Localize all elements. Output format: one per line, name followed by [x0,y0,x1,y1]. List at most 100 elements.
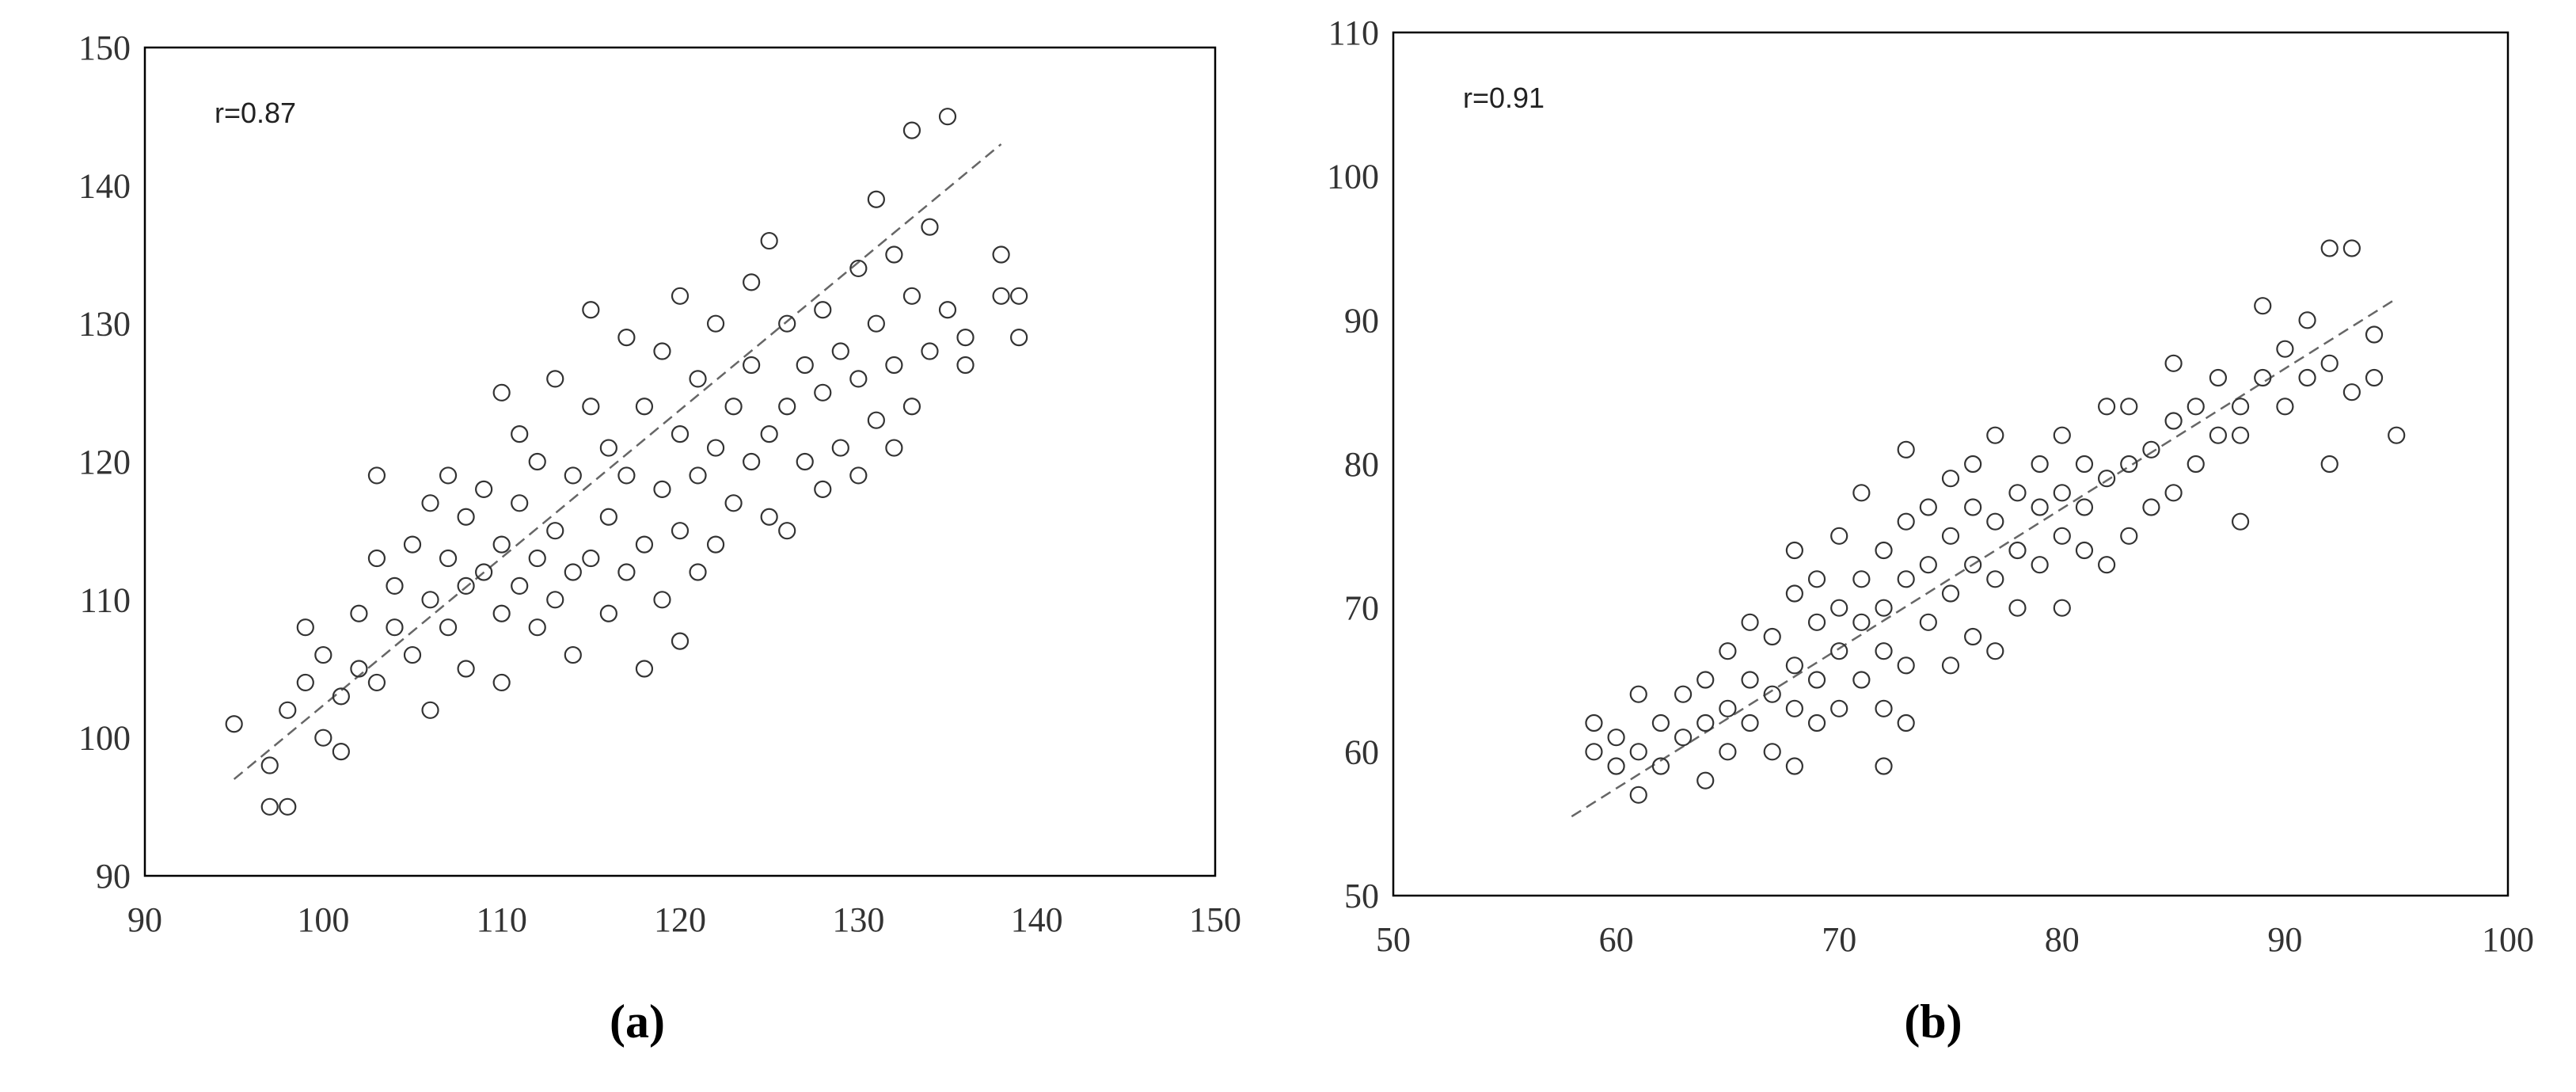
scatter-point [2031,556,2049,574]
chart: 90 100 110 120 130 140 150 90 100 110 120 130 140 150… [78,29,1241,1048]
scatter-point [528,452,546,471]
y-tick-label: 120 [78,443,131,481]
scatter-point [2276,340,2294,358]
scatter-point [796,452,814,471]
trend-line [1571,298,2397,818]
scatter-point [1964,455,1982,474]
scatter-point [2008,541,2027,560]
scatter-point [2053,599,2071,617]
scatter-point [2142,498,2160,516]
scatter-point [1807,613,1826,631]
scatter-point [403,645,422,664]
scatter-point [421,701,439,719]
scatter-point [582,398,600,416]
scatter-point [689,563,707,581]
scatter-point [671,425,690,443]
scatter-point [956,329,975,347]
scatter-point [1919,556,1937,574]
scatter-point [1830,699,1848,717]
scatter-point [279,797,297,816]
scatter-point [492,673,511,692]
y-tick-label: 110 [80,580,131,619]
scatter-point [1941,470,1960,488]
scatter-point [2142,440,2160,458]
scatter-point [439,466,458,485]
scatter-point [2365,368,2384,387]
scatter-point [724,494,743,512]
scatter-point [564,466,582,485]
scatter-point [2008,599,2027,617]
scatter-point [814,480,832,498]
scatter-point [635,535,654,554]
scatter-point [1830,527,1848,545]
scatter-point [1674,729,1693,747]
scatter-point [2187,455,2205,474]
scatter-point [599,508,617,526]
scatter-point [279,701,297,719]
scatter-point [1585,743,1603,761]
scatter-point [760,425,778,443]
scatter-point [1852,671,1871,689]
scatter-point [992,287,1010,305]
scatter-point [617,563,636,581]
plot-frame [1392,31,2510,897]
scatter-point [1875,699,1893,717]
scatter-point [2298,368,2316,387]
scatter-point [2120,527,2138,545]
scatter-point [1763,627,1781,646]
scatter-point [546,370,564,388]
scatter-point [2298,311,2316,329]
scatter-point [1897,570,1915,588]
scatter-point [421,494,439,512]
scatter-point [706,535,725,554]
scatter-point [546,591,564,609]
scatter-point [2120,455,2138,474]
y-tick-label: 70 [1344,589,1379,628]
scatter-point [635,398,654,416]
scatter-point [457,508,475,526]
scatter-point [2075,498,2094,516]
scatter-point [492,604,511,622]
annotation: r=0.91 [1463,82,1544,114]
scatter-point [296,618,314,637]
scatter-point [2098,398,2116,416]
scatter-point [367,466,386,485]
scatter-point [582,301,600,319]
scatter-point [743,356,761,375]
scatter-point [1763,743,1781,761]
scatter-point [706,439,725,457]
scatter-point [1607,729,1625,747]
scatter-point [1986,570,2004,588]
x-tick-label: 60 [1599,920,1634,959]
scatter-point [2075,541,2094,560]
scatter-point [1807,570,1826,588]
scatter-point [1719,642,1737,660]
scatter-point [1785,699,1803,717]
scatter-point [1919,613,1937,631]
scatter-point [421,591,439,609]
y-tick-label: 50 [1344,877,1379,915]
scatter-point [796,356,814,375]
scatter-point [386,618,404,637]
scatter-point [2075,455,2094,474]
scatter-point [653,480,671,498]
x-tick-label: 130 [832,900,884,939]
scatter-point [1741,713,1759,732]
scatter-point [992,245,1010,264]
scatter-point [2231,512,2250,531]
scatter-point [2164,412,2183,430]
scatter-point [350,604,368,622]
scatter-point [439,618,458,637]
scatter-point [921,218,939,236]
scatter-point [831,439,849,457]
scatter-point [653,342,671,360]
scatter-point [938,301,957,319]
scatter-point [1607,757,1625,775]
y-tick-label: 130 [78,305,131,344]
x-tick-label: 100 [297,900,349,939]
scatter-point [1629,786,1647,804]
y-tick-label: 100 [1327,158,1379,196]
scatter-point [2320,239,2339,257]
scatter-point [653,591,671,609]
scatter-point [2187,398,2205,416]
